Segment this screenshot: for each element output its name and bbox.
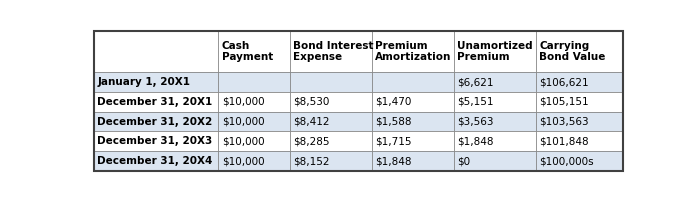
Text: Unamortized
Premium: Unamortized Premium xyxy=(457,41,533,62)
Bar xyxy=(454,92,536,112)
Text: $1,470: $1,470 xyxy=(375,97,412,107)
Bar xyxy=(290,72,372,92)
Text: $1,848: $1,848 xyxy=(457,136,494,146)
Bar xyxy=(454,151,536,171)
Bar xyxy=(372,112,454,132)
Text: $6,621: $6,621 xyxy=(457,77,494,87)
Text: December 31, 20X2: December 31, 20X2 xyxy=(97,117,213,127)
Bar xyxy=(290,132,372,151)
Bar xyxy=(94,72,218,92)
Text: $10,000: $10,000 xyxy=(222,117,265,127)
Text: $101,848: $101,848 xyxy=(540,136,589,146)
Text: $8,530: $8,530 xyxy=(293,97,330,107)
Text: $10,000: $10,000 xyxy=(222,156,265,166)
Bar xyxy=(372,151,454,171)
Bar xyxy=(536,31,624,72)
Bar xyxy=(218,132,290,151)
Bar xyxy=(372,72,454,92)
Text: Bond Interest
Expense: Bond Interest Expense xyxy=(293,41,374,62)
Text: $1,715: $1,715 xyxy=(375,136,412,146)
Text: January 1, 20X1: January 1, 20X1 xyxy=(97,77,190,87)
Text: Premium
Amortization: Premium Amortization xyxy=(375,41,452,62)
Bar xyxy=(536,132,624,151)
Bar xyxy=(372,31,454,72)
Bar xyxy=(94,31,218,72)
Bar xyxy=(218,151,290,171)
Text: $103,563: $103,563 xyxy=(540,117,589,127)
Bar xyxy=(454,112,536,132)
Text: $5,151: $5,151 xyxy=(457,97,494,107)
Bar xyxy=(218,92,290,112)
Bar xyxy=(218,72,290,92)
Text: Cash
Payment: Cash Payment xyxy=(222,41,273,62)
Text: December 31, 20X1: December 31, 20X1 xyxy=(97,97,213,107)
Bar xyxy=(372,92,454,112)
Bar xyxy=(218,31,290,72)
Bar xyxy=(94,151,218,171)
Bar xyxy=(372,132,454,151)
Bar xyxy=(454,132,536,151)
Text: $8,152: $8,152 xyxy=(293,156,330,166)
Bar xyxy=(536,92,624,112)
Bar xyxy=(536,72,624,92)
Text: $100,000s: $100,000s xyxy=(540,156,594,166)
Bar xyxy=(290,112,372,132)
Bar xyxy=(290,92,372,112)
Text: $3,563: $3,563 xyxy=(457,117,494,127)
Bar xyxy=(536,151,624,171)
Text: $105,151: $105,151 xyxy=(540,97,589,107)
Bar xyxy=(290,151,372,171)
Text: $106,621: $106,621 xyxy=(540,77,589,87)
Bar xyxy=(94,92,218,112)
Text: $8,412: $8,412 xyxy=(293,117,330,127)
Text: $1,848: $1,848 xyxy=(375,156,412,166)
Text: $0: $0 xyxy=(457,156,470,166)
Text: December 31, 20X4: December 31, 20X4 xyxy=(97,156,213,166)
Text: $1,588: $1,588 xyxy=(375,117,412,127)
Bar xyxy=(94,112,218,132)
Bar xyxy=(94,132,218,151)
Bar xyxy=(454,31,536,72)
Text: Carrying
Bond Value: Carrying Bond Value xyxy=(540,41,606,62)
Bar xyxy=(218,112,290,132)
Bar xyxy=(290,31,372,72)
Text: $8,285: $8,285 xyxy=(293,136,330,146)
Bar xyxy=(536,112,624,132)
Text: $10,000: $10,000 xyxy=(222,97,265,107)
Text: $10,000: $10,000 xyxy=(222,136,265,146)
Text: December 31, 20X3: December 31, 20X3 xyxy=(97,136,213,146)
Bar xyxy=(454,72,536,92)
